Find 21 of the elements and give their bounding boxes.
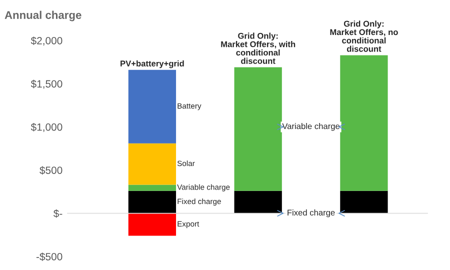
- y-tick-label: $2,000: [30, 36, 62, 46]
- y-axis-title: Annual charge: [4, 10, 82, 22]
- bar: [128, 213, 176, 236]
- bar: [340, 190, 388, 214]
- bar: [128, 184, 176, 191]
- bar: [234, 190, 282, 214]
- bar: [128, 143, 176, 185]
- annotation: Variable charge: [282, 123, 340, 131]
- y-tick-label: -$500: [36, 252, 62, 261]
- y-tick-label: $1,000: [30, 122, 62, 132]
- bar: [128, 70, 176, 144]
- x-tick-label: Grid Only: Market Offers, no conditional discount: [330, 20, 398, 52]
- bar: [234, 67, 282, 191]
- y-tick-label: $500: [40, 166, 62, 175]
- x-tick-label: PV+battery+grid: [120, 60, 184, 68]
- y-tick-label: $-: [53, 209, 62, 218]
- bar: [340, 55, 388, 191]
- annotation: Fixed charge: [288, 209, 335, 218]
- y-tick-label: $1,500: [30, 80, 62, 89]
- x-tick-label: Grid Only: Market Offers, with conditional discount: [221, 32, 296, 64]
- bar: [128, 190, 176, 214]
